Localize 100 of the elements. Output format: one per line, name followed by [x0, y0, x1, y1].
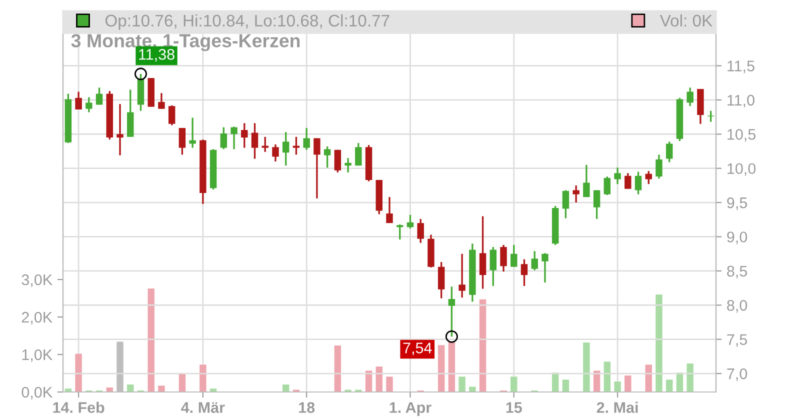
bar: [127, 384, 134, 392]
candlestick: [355, 142, 362, 166]
bar: [562, 380, 570, 392]
candlestick: [178, 127, 186, 156]
candlestick: [634, 170, 642, 196]
bar: [334, 346, 342, 392]
candlestick: [438, 261, 445, 300]
bar: [376, 366, 383, 392]
candlestick: [396, 224, 404, 240]
candlestick: [96, 86, 103, 106]
candlestick: [624, 172, 632, 190]
candlestick: [406, 214, 414, 230]
bar: [469, 386, 476, 392]
candlestick: [262, 136, 268, 153]
candlestick: [542, 252, 548, 284]
candlestick: [562, 189, 570, 220]
candlestick: [324, 146, 331, 168]
candlestick: [490, 246, 497, 287]
candlestick: [334, 149, 342, 174]
bar: [666, 380, 673, 392]
bar: [479, 299, 486, 392]
y-tick-label: 0,0K: [22, 386, 52, 400]
y2-tick-label: 8,5: [727, 266, 748, 278]
bar: [645, 364, 652, 392]
candlestick: [531, 250, 538, 272]
x-tick-label: 1. Apr: [390, 402, 432, 416]
bar: [604, 362, 611, 392]
candlestick: [614, 166, 621, 185]
y2-tick-label: 11,5: [728, 60, 754, 74]
candlestick: [458, 252, 466, 298]
bar: [614, 382, 621, 392]
candlestick: [241, 122, 248, 149]
bar: [686, 364, 694, 392]
bar: [438, 345, 445, 392]
legend-label: Op:10.76, Hi:10.84, Lo:10.68, Cl:10.77: [105, 14, 390, 30]
bar: [200, 364, 206, 392]
candlestick: [500, 244, 507, 272]
bar: [75, 354, 82, 392]
candlestick: [593, 189, 600, 220]
x-tick-label: 15: [506, 402, 522, 413]
candlestick: [645, 170, 652, 185]
x-tick-label: 18: [299, 402, 315, 413]
candlestick: [75, 90, 82, 110]
candlestick: [666, 140, 673, 164]
candlestick: [158, 92, 165, 110]
y2-tick-label: 7,0: [727, 368, 748, 382]
candlestick: [116, 103, 124, 156]
bar: [386, 376, 393, 392]
bar: [458, 376, 466, 392]
bar: [656, 294, 662, 392]
candlestick: [230, 126, 238, 150]
candlestick: [707, 110, 714, 123]
y-tick-label: 3,0K: [22, 274, 52, 287]
candlestick: [86, 96, 92, 114]
candlestick: [220, 126, 228, 150]
candlestick: [251, 122, 258, 160]
bar: [593, 370, 600, 392]
candlestick: [572, 184, 580, 204]
y2-tick-label: 10,5: [728, 128, 756, 142]
x-tick-label: 4. Mär: [181, 402, 225, 413]
candlestick: [168, 104, 176, 126]
candlestick: [479, 215, 486, 290]
bar: [510, 376, 518, 392]
bar: [148, 288, 154, 392]
candlestick: [272, 144, 279, 162]
candlestick: [386, 196, 393, 224]
legend-label: Vol: 0K: [660, 14, 712, 27]
annotation: 7,54: [403, 342, 432, 356]
y2-tick-label: 9,0: [727, 232, 748, 244]
y2-tick-label: 8,0: [727, 300, 748, 313]
candlestick: [520, 258, 528, 287]
annotation: 11,38: [139, 48, 174, 62]
x-tick-label: 14. Feb: [53, 402, 104, 413]
candlestick: [303, 127, 310, 151]
bar: [178, 373, 186, 392]
bar: [624, 376, 632, 392]
x-tick-label: 2. Mai: [596, 402, 638, 413]
candlestick: [604, 176, 611, 196]
bar: [365, 370, 372, 392]
y2-tick-label: 11,0: [728, 94, 754, 108]
bar: [116, 342, 124, 392]
bar: [448, 341, 456, 392]
candlestick: [282, 131, 290, 166]
y2-tick-label: 10,0: [728, 163, 756, 176]
candlestick: [189, 116, 196, 149]
candlestick: [417, 218, 424, 244]
bar: [158, 386, 165, 392]
candlestick: [344, 157, 352, 174]
y2-tick-label: 7,5: [727, 334, 748, 347]
candlestick: [292, 136, 300, 156]
candlestick: [510, 244, 518, 268]
candlestick: [314, 137, 320, 200]
bar: [583, 342, 590, 392]
y2-tick-label: 9,5: [727, 197, 748, 210]
bar: [282, 384, 290, 392]
candlestick: [583, 164, 590, 198]
y-tick-label: 1,0K: [22, 349, 52, 362]
candlestick: [656, 154, 662, 180]
candlestick: [686, 86, 694, 107]
y-tick-label: 2,0K: [22, 312, 52, 324]
